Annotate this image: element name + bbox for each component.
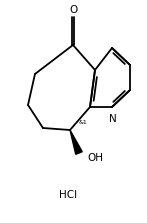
Polygon shape — [70, 130, 82, 154]
Text: &1: &1 — [79, 120, 88, 124]
Text: HCl: HCl — [59, 190, 77, 200]
Text: N: N — [109, 114, 117, 124]
Text: O: O — [69, 5, 77, 15]
Text: OH: OH — [87, 153, 103, 163]
